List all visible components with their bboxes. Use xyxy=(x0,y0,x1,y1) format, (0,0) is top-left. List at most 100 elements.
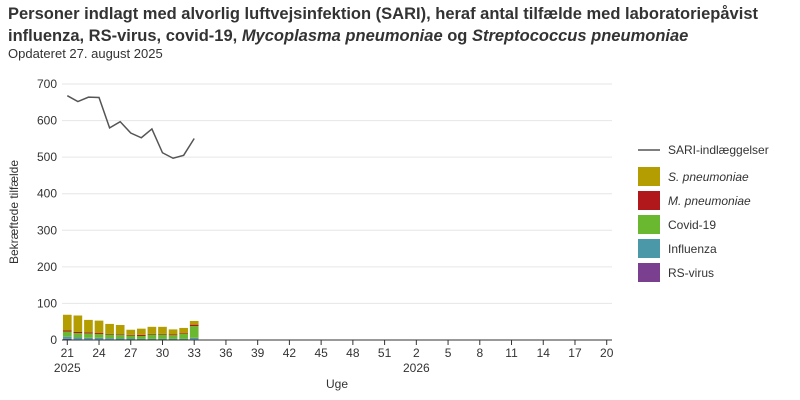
x-tick-label: 45 xyxy=(314,346,328,360)
bar-s-pneumoniae xyxy=(94,320,104,334)
y-tick-label: 0 xyxy=(50,333,57,347)
bar-influenza xyxy=(189,337,199,340)
bar-m-pneumoniae xyxy=(189,324,199,327)
x-tick-label: 30 xyxy=(156,346,170,360)
bar-covid-19 xyxy=(94,334,104,338)
bar-covid-19 xyxy=(62,331,72,337)
bar-covid-19 xyxy=(105,334,114,339)
bar-covid-19 xyxy=(136,335,146,339)
bar-m-pneumoniae xyxy=(158,333,167,335)
y-tick-label: 500 xyxy=(37,150,57,164)
bar-influenza xyxy=(147,338,157,340)
bar-s-pneumoniae xyxy=(136,328,146,335)
y-tick-label: 600 xyxy=(37,114,57,128)
bar-influenza xyxy=(94,337,104,340)
y-tick-label: 300 xyxy=(37,223,57,237)
bar-m-pneumoniae xyxy=(136,334,146,336)
x-tick-label: 5 xyxy=(445,346,452,360)
legend-label: S. pneumoniae xyxy=(668,170,749,184)
legend: SARI-indlæggelser S. pneumoniae M. pneumon… xyxy=(638,143,769,282)
sari-line xyxy=(66,95,195,160)
x-tick-label: 42 xyxy=(283,346,297,360)
bar-s-pneumoniae xyxy=(115,325,125,335)
bar-influenza xyxy=(62,336,72,339)
bar-rs-virus xyxy=(62,338,72,340)
bar-covid-19 xyxy=(84,333,93,338)
bar-s-pneumoniae xyxy=(179,327,188,334)
bar-m-pneumoniae xyxy=(84,332,93,334)
legend-swatch xyxy=(638,167,660,186)
stacked-bars xyxy=(62,314,199,340)
bar-covid-19 xyxy=(158,334,167,339)
y-tick-label: 100 xyxy=(37,296,57,310)
y-axis-ticks: 0 100 200 300 400 500 600 700 xyxy=(37,77,57,347)
bar-influenza xyxy=(126,338,136,340)
bar-s-pneumoniae xyxy=(84,319,93,333)
y-axis-label: Bekræftede tilfælde xyxy=(7,160,21,264)
bar-influenza xyxy=(179,338,188,340)
x-tick-label: 8 xyxy=(476,346,483,360)
x-axis-label: Uge xyxy=(326,377,348,391)
x-tick-label: 20 xyxy=(600,346,614,360)
bar-covid-19 xyxy=(126,335,136,339)
legend-swatch xyxy=(638,215,660,234)
legend-label: Influenza xyxy=(668,242,717,256)
y-tick-label: 400 xyxy=(37,187,57,201)
legend-swatch xyxy=(638,239,660,258)
sari-line-group xyxy=(66,95,195,160)
bar-s-pneumoniae xyxy=(62,314,72,331)
bar-m-pneumoniae xyxy=(115,334,125,335)
x-tick-label: 39 xyxy=(251,346,265,360)
legend-swatch xyxy=(638,191,660,210)
chart-subtitle: Opdateret 27. august 2025 xyxy=(8,46,163,61)
bar-covid-19 xyxy=(179,333,188,339)
x-tick-label: 36 xyxy=(219,346,233,360)
legend-label: Covid-19 xyxy=(668,218,716,232)
bar-covid-19 xyxy=(115,334,125,339)
x-year-label: 2025 xyxy=(54,361,81,375)
bar-influenza xyxy=(115,338,125,340)
bar-s-pneumoniae xyxy=(168,329,178,335)
bar-covid-19 xyxy=(168,335,178,339)
x-tick-label: 2 xyxy=(413,346,420,360)
bar-s-pneumoniae xyxy=(158,326,167,334)
legend-label: RS-virus xyxy=(668,266,714,280)
bar-s-pneumoniae xyxy=(73,315,83,332)
bar-s-pneumoniae xyxy=(147,326,157,334)
bar-m-pneumoniae xyxy=(62,330,72,332)
bar-m-pneumoniae xyxy=(94,333,104,335)
bar-influenza xyxy=(136,338,146,340)
bar-covid-19 xyxy=(147,334,157,339)
x-tick-label: 48 xyxy=(346,346,360,360)
y-tick-label: 700 xyxy=(37,77,57,91)
bar-influenza xyxy=(84,337,93,340)
bar-m-pneumoniae xyxy=(147,333,157,335)
x-tick-label: 14 xyxy=(537,346,551,360)
x-tick-label: 24 xyxy=(92,346,106,360)
bar-covid-19 xyxy=(73,333,83,338)
legend-label: M. pneumoniae xyxy=(668,194,751,208)
bar-m-pneumoniae xyxy=(105,333,114,335)
bar-influenza xyxy=(105,338,114,340)
bar-influenza xyxy=(158,338,167,340)
x-tick-label: 33 xyxy=(188,346,202,360)
x-tick-label: 11 xyxy=(505,346,518,360)
x-year-label: 2026 xyxy=(403,361,430,375)
bar-m-pneumoniae xyxy=(179,333,188,334)
bar-s-pneumoniae xyxy=(105,323,114,334)
x-tick-label: 51 xyxy=(378,346,392,360)
legend-swatch xyxy=(638,263,660,282)
bar-s-pneumoniae xyxy=(126,329,136,335)
bar-s-pneumoniae xyxy=(189,320,199,325)
bar-m-pneumoniae xyxy=(168,334,178,336)
x-tick-label: 27 xyxy=(124,346,138,360)
bar-covid-19 xyxy=(189,326,199,338)
x-tick-label: 17 xyxy=(568,346,582,360)
bar-influenza xyxy=(73,337,83,340)
x-tick-label: 21 xyxy=(61,346,75,360)
chart-title: Personer indlagt med alvorlig luftvejsin… xyxy=(8,5,758,45)
bar-influenza xyxy=(168,338,178,340)
legend-label: SARI-indlæggelser xyxy=(668,143,769,157)
bar-m-pneumoniae xyxy=(126,334,136,336)
